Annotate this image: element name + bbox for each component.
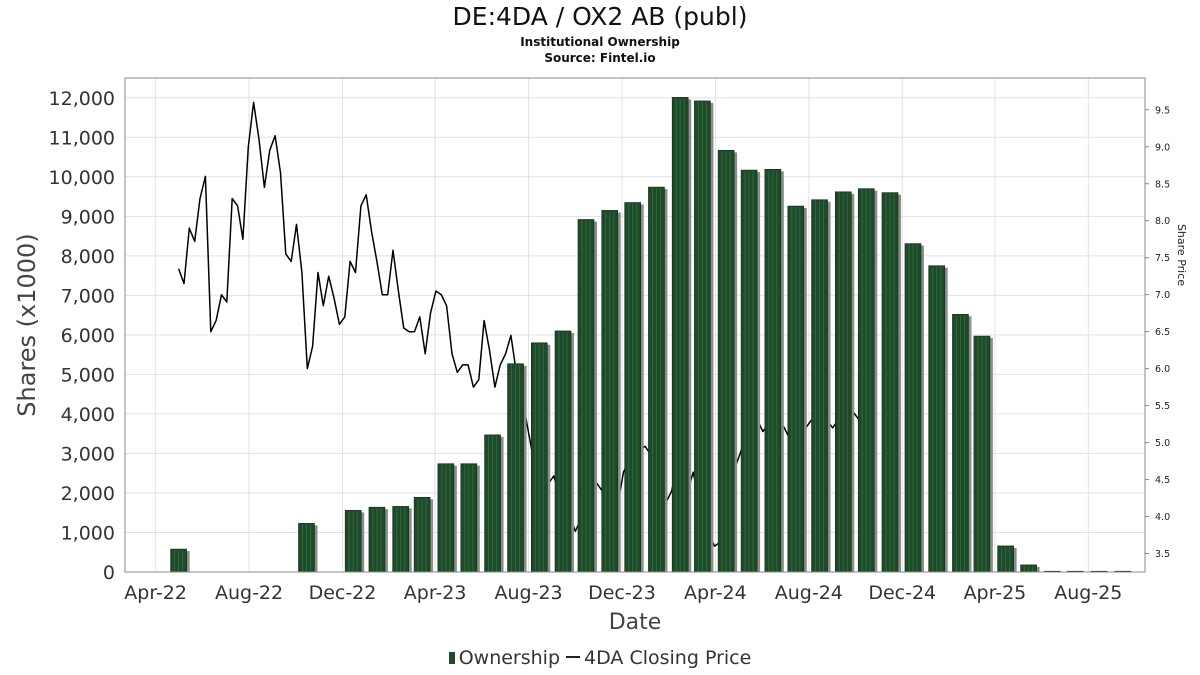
y2-tick-label: 8.0: [1155, 216, 1170, 227]
y2-tick-label: 4.0: [1155, 512, 1170, 523]
y2-tick-label: 6.5: [1155, 327, 1170, 338]
axes: 0 1,000 2,000 3,000 4,000 5,000 6,000 7,000 8,00…: [49, 88, 1171, 604]
y-tick-label: 2,000: [61, 483, 115, 505]
x-tick-label: Dec-24: [868, 582, 936, 604]
ownership-legend-swatch: [448, 652, 455, 664]
x-tick-label: Aug-24: [775, 582, 843, 604]
y-tick-label: 10,000: [49, 167, 115, 189]
y-axis-label: Shares (x1000): [13, 233, 41, 416]
y2-axis-label: Share Price: [1175, 224, 1188, 286]
y2-tick-label: 7.0: [1155, 290, 1170, 301]
y-tick-label: 11,000: [49, 127, 115, 149]
y-tick-label: 12,000: [49, 88, 115, 110]
ownership-bar-layer: [170, 97, 1132, 573]
chart-subtitle: Institutional Ownership: [520, 35, 680, 49]
plot-frame: [124, 77, 1146, 573]
y-tick-label: 6,000: [61, 325, 115, 347]
x-tick-label: Apr-24: [684, 582, 747, 604]
x-tick-label: Dec-23: [588, 582, 656, 604]
x-tick-label: Aug-25: [1054, 582, 1122, 604]
x-tick-label: Apr-22: [124, 582, 187, 604]
x-tick-label: Aug-23: [494, 582, 562, 604]
y-tick-label: 4,000: [61, 404, 115, 426]
chart-source: Source: Fintel.io: [544, 51, 656, 65]
y2-tick-label: 7.5: [1155, 253, 1170, 264]
y2-tick-label: 4.5: [1155, 475, 1170, 486]
x-tick-label: Apr-23: [404, 582, 467, 604]
y-tick-label: 0: [103, 562, 115, 584]
y-tick-label: 7,000: [61, 285, 115, 307]
y-tick-label: 5,000: [61, 364, 115, 386]
legend-ownership-label: Ownership: [458, 647, 561, 669]
legend: Ownership 4DA Closing Price: [0, 647, 1200, 669]
y-tick-label: 9,000: [61, 206, 115, 228]
y2-tick-label: 9.5: [1155, 105, 1170, 116]
chart-title: DE:4DA / OX2 AB (publ): [452, 2, 748, 31]
y-tick-label: 3,000: [61, 443, 115, 465]
x-axis-label: Date: [609, 610, 662, 635]
grid: [125, 78, 1145, 572]
y2-tick-label: 8.5: [1155, 179, 1170, 190]
y2-tick-label: 3.5: [1155, 549, 1170, 560]
x-tick-label: Dec-22: [309, 582, 377, 604]
legend-price-label: 4DA Closing Price: [584, 647, 752, 669]
y2-tick-label: 5.0: [1155, 438, 1170, 449]
x-tick-label: Apr-25: [964, 582, 1027, 604]
price-legend-swatch: [566, 656, 581, 658]
y2-tick-label: 5.5: [1155, 401, 1170, 412]
y-tick-label: 8,000: [61, 246, 115, 268]
y-tick-label: 1,000: [61, 522, 115, 544]
y2-tick-label: 9.0: [1155, 142, 1170, 153]
y2-tick-label: 6.0: [1155, 364, 1170, 375]
x-tick-label: Aug-22: [215, 582, 283, 604]
